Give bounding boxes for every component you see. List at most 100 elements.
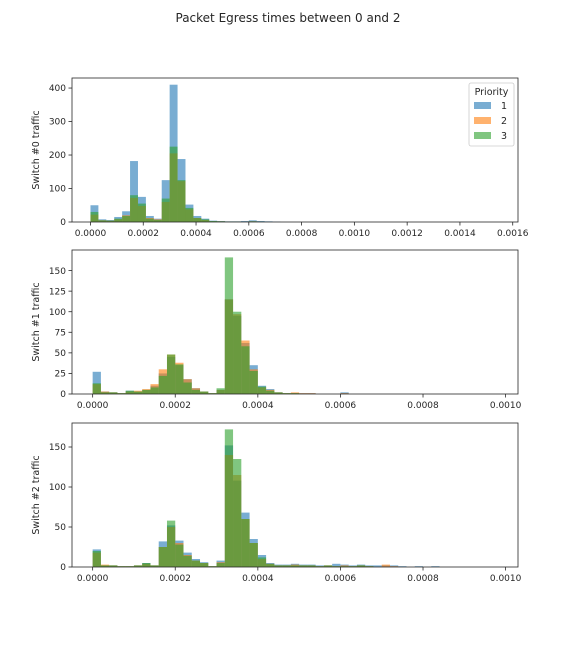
bar-series-3-bin-8 bbox=[153, 219, 162, 222]
bar-series-3-bin-11 bbox=[183, 382, 192, 394]
bar-series-3-bin-29 bbox=[332, 566, 341, 567]
bar-series-3-bin-14 bbox=[208, 393, 217, 394]
bar-series-3-bin-20 bbox=[257, 557, 267, 567]
y-tick-label: 150 bbox=[49, 443, 66, 453]
bar-series-3-bin-22 bbox=[274, 392, 283, 394]
y-axis-label: Switch #0 traffic bbox=[31, 110, 42, 189]
bar-series-3-bin-12 bbox=[185, 207, 194, 222]
y-tick-label: 100 bbox=[49, 185, 66, 195]
x-tick-label: 0.0008 bbox=[407, 401, 439, 411]
bar-series-2-bin-35 bbox=[389, 566, 399, 567]
legend-swatch-2 bbox=[474, 117, 491, 124]
bar-series-3-bin-10 bbox=[175, 544, 184, 567]
x-tick-label: 0.0002 bbox=[159, 574, 191, 584]
legend-box bbox=[468, 82, 515, 147]
panel-1: 0.0000 0.0002 0.0004 0.0006 0.0008 0.0010 0 25 5… bbox=[31, 249, 522, 411]
bar-series-1-bin-5 bbox=[130, 161, 138, 222]
bar-series-3-bin-10 bbox=[169, 146, 178, 222]
bar-series-3-bin-0 bbox=[92, 383, 101, 394]
panel-2: 0.0000 0.0002 0.0004 0.0006 0.0008 0.0010 0 50 1… bbox=[31, 422, 522, 584]
bar-series-3-bin-2 bbox=[109, 392, 118, 394]
bar-series-3-bin-1 bbox=[98, 220, 107, 222]
bar-series-1-bin-29 bbox=[332, 563, 341, 567]
bar-series-3-bin-28 bbox=[323, 565, 333, 567]
x-tick-label: 0.0000 bbox=[77, 401, 109, 411]
panel-1-bars bbox=[92, 257, 349, 394]
bar-series-1-bin-34 bbox=[373, 565, 382, 567]
legend-swatch-1 bbox=[474, 102, 491, 109]
bar-series-3-bin-14 bbox=[208, 566, 217, 567]
y-axis-label: Switch #1 traffic bbox=[31, 282, 42, 361]
bar-series-3-bin-9 bbox=[166, 520, 176, 567]
x-tick-label: 0.0010 bbox=[490, 401, 522, 411]
bar-series-3-bin-31 bbox=[348, 566, 357, 567]
bar-series-3-bin-13 bbox=[193, 217, 202, 222]
bar-series-3-bin-0 bbox=[90, 211, 99, 222]
y-tick-label: 300 bbox=[49, 118, 66, 128]
bar-series-3-bin-11 bbox=[183, 555, 192, 567]
bar-series-3-bin-12 bbox=[191, 389, 201, 394]
bar-series-2-bin-25 bbox=[299, 393, 308, 394]
x-tick-label: 0.0002 bbox=[159, 401, 191, 411]
x-tick-label: 0.0010 bbox=[339, 229, 371, 239]
bar-series-3-bin-18 bbox=[241, 346, 250, 394]
bar-series-3-bin-6 bbox=[142, 389, 151, 394]
x-tick-label: 0.0006 bbox=[325, 401, 357, 411]
bar-series-1-bin-37 bbox=[398, 566, 407, 567]
bar-series-2-bin-26 bbox=[307, 393, 316, 394]
bar-series-2-bin-24 bbox=[290, 392, 300, 394]
bar-series-3-bin-26 bbox=[307, 565, 316, 567]
y-tick-label: 400 bbox=[49, 84, 66, 94]
x-tick-label: 0.0002 bbox=[128, 229, 160, 239]
panel-0: 0.0000 0.0002 0.0004 0.0006 0.0008 0.0010 0.00… bbox=[31, 77, 529, 239]
bar-series-3-bin-30 bbox=[340, 566, 349, 567]
bar-series-3-bin-13 bbox=[200, 391, 209, 394]
bar-series-3-bin-13 bbox=[200, 563, 209, 567]
y-tick-label: 100 bbox=[49, 308, 66, 318]
bar-series-3-bin-15 bbox=[209, 220, 218, 222]
bar-series-3-bin-20 bbox=[257, 386, 267, 394]
y-tick-label: 75 bbox=[55, 328, 66, 338]
bar-series-1-bin-21 bbox=[256, 220, 265, 222]
bar-series-1-bin-19 bbox=[240, 220, 249, 222]
legend-swatch-3 bbox=[474, 132, 491, 139]
bar-series-3-bin-5 bbox=[130, 195, 138, 222]
bar-series-3-bin-7 bbox=[150, 565, 159, 567]
bar-series-1-bin-20 bbox=[248, 220, 257, 222]
y-tick-label: 100 bbox=[49, 483, 66, 493]
bar-series-2-bin-34 bbox=[381, 564, 390, 567]
y-tick-label: 125 bbox=[49, 287, 66, 297]
bar-series-3-bin-9 bbox=[161, 198, 170, 222]
bar-series-3-bin-25 bbox=[299, 565, 308, 567]
x-tick-label: 0.0006 bbox=[325, 574, 357, 584]
x-tick-label: 0.0008 bbox=[407, 574, 439, 584]
x-tick-label: 0.0000 bbox=[77, 574, 109, 584]
bar-series-3-bin-4 bbox=[122, 215, 131, 222]
bar-series-3-bin-2 bbox=[106, 220, 115, 222]
x-tick-label: 0.0016 bbox=[497, 229, 529, 239]
bar-series-3-bin-6 bbox=[142, 563, 151, 567]
bar-series-3-bin-5 bbox=[133, 565, 143, 567]
bar-series-3-bin-17 bbox=[233, 311, 242, 394]
bar-series-3-bin-27 bbox=[315, 566, 324, 567]
legend-label-2: 2 bbox=[501, 116, 507, 127]
bar-series-3-bin-10 bbox=[175, 364, 184, 394]
bar-series-3-bin-8 bbox=[158, 547, 167, 567]
histogram-panels: 0.0000 0.0002 0.0004 0.0006 0.0008 0.0010 0.00… bbox=[31, 77, 529, 584]
bar-series-3-bin-1 bbox=[100, 565, 110, 567]
y-tick-label: 50 bbox=[55, 523, 67, 533]
bar-series-3-bin-21 bbox=[266, 563, 275, 567]
panel-2-frame bbox=[71, 422, 519, 568]
bar-series-3-bin-7 bbox=[145, 218, 154, 222]
x-tick-label: 0.0000 bbox=[75, 229, 107, 239]
bar-series-3-bin-19 bbox=[249, 543, 258, 567]
y-tick-label: 150 bbox=[49, 267, 66, 277]
bar-series-3-bin-16 bbox=[224, 257, 234, 394]
x-tick-label: 0.0008 bbox=[286, 229, 318, 239]
bar-series-3-bin-18 bbox=[241, 519, 250, 567]
bar-series-3-bin-11 bbox=[177, 180, 186, 222]
panel-0-bars bbox=[90, 84, 281, 222]
bar-series-3-bin-16 bbox=[224, 429, 234, 567]
y-tick-label: 0 bbox=[60, 563, 66, 573]
